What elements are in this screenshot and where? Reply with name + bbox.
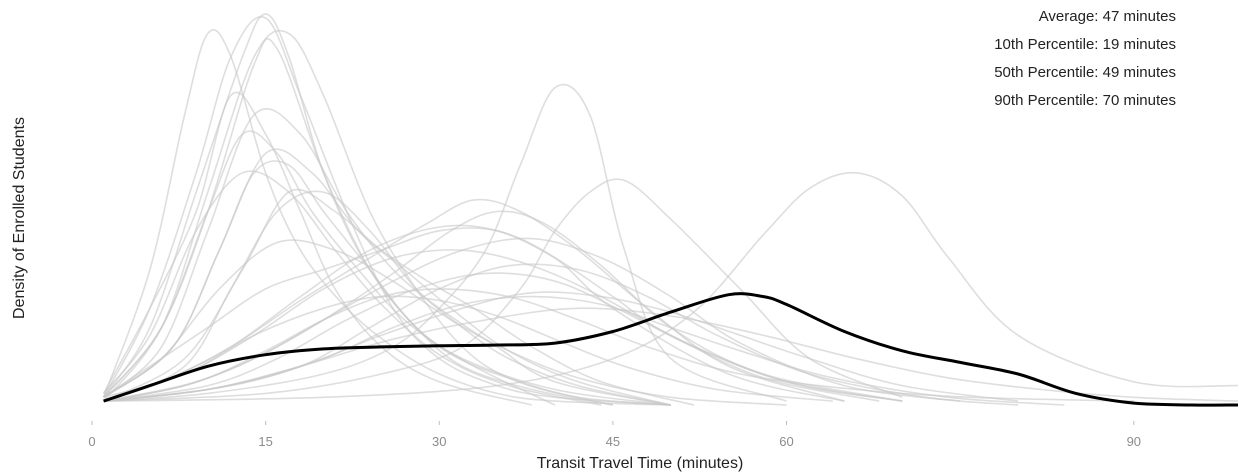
summary-stats: Average: 47 minutes 10th Percentile: 19 … xyxy=(994,8,1176,109)
school-density-line-25 xyxy=(103,295,833,402)
school-density-line-8 xyxy=(103,188,695,406)
school-density-line-1 xyxy=(102,28,671,406)
school-density-line-4 xyxy=(102,37,614,406)
x-tick-label-0: 0 xyxy=(88,434,95,449)
x-tick-label-45: 45 xyxy=(606,434,620,449)
school-density-line-27 xyxy=(103,239,787,406)
school-density-line-6 xyxy=(103,108,671,406)
stat-10th-percentile: 10th Percentile: 19 minutes xyxy=(994,36,1176,53)
school-density-line-17 xyxy=(103,237,961,402)
school-density-line-13 xyxy=(103,227,845,402)
school-density-line-19 xyxy=(103,249,880,402)
school-density-line-12 xyxy=(103,160,556,406)
school-density-line-14 xyxy=(103,198,845,402)
x-tick-label-15: 15 xyxy=(258,434,272,449)
school-density-line-22 xyxy=(103,178,903,402)
school-density-line-21 xyxy=(103,83,787,402)
school-density-lines xyxy=(102,13,1239,406)
stat-average: Average: 47 minutes xyxy=(1039,8,1176,25)
overall-density-line xyxy=(103,292,1239,407)
school-density-line-10 xyxy=(102,130,671,406)
x-tick-label-90: 90 xyxy=(1127,434,1141,449)
school-density-line-20 xyxy=(103,272,903,402)
school-density-line-29 xyxy=(103,288,1134,402)
x-tick-label-60: 60 xyxy=(779,434,793,449)
school-density-line-9 xyxy=(103,190,671,406)
school-density-line-23 xyxy=(103,171,1239,402)
school-density-line-28 xyxy=(102,170,602,406)
y-axis-title: Density of Enrolled Students xyxy=(11,117,28,319)
school-density-line-3 xyxy=(102,29,671,406)
x-tick-label-30: 30 xyxy=(432,434,446,449)
x-axis-title: Transit Travel Time (minutes) xyxy=(537,455,744,472)
stat-50th-percentile: 50th Percentile: 49 minutes xyxy=(994,64,1176,81)
stat-90th-percentile: 90th Percentile: 70 minutes xyxy=(994,92,1176,109)
school-density-line-30 xyxy=(103,307,1239,402)
x-axis-ticks: 0 15 30 45 60 90 xyxy=(88,421,1141,449)
overall-density-line-group xyxy=(103,292,1239,407)
school-density-line-11 xyxy=(102,91,533,406)
